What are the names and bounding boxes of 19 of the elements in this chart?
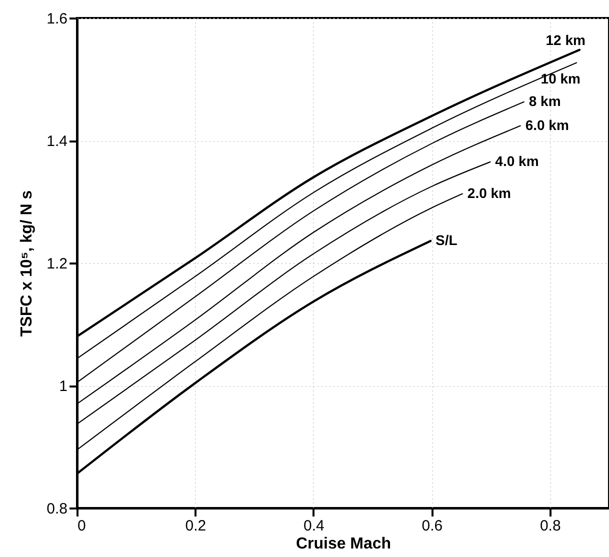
series-label: 2.0 km — [467, 184, 511, 201]
series-label: 6.0 km — [525, 116, 569, 133]
y-tick-label: 1.4 — [46, 133, 68, 150]
series-label: 10 km — [540, 70, 580, 87]
x-tick-label: 0.4 — [304, 518, 324, 534]
series-label: 8 km — [528, 92, 561, 109]
y-tick-label: 1.2 — [46, 256, 68, 272]
y-tick-label: 1 — [59, 378, 68, 395]
x-tick-label: 0.6 — [422, 518, 443, 534]
y-tick-label: 1.6 — [46, 10, 68, 28]
x-axis-title: Cruise Mach — [296, 536, 392, 552]
series-label: S/L — [435, 232, 458, 248]
y-axis-title: TSFC x 10⁵, kg/ N s — [18, 190, 36, 337]
x-tick-label: 0.8 — [540, 518, 561, 534]
series-label: 12 km — [546, 32, 586, 48]
y-tick-label: 0.8 — [46, 500, 68, 518]
series-label: 4.0 km — [495, 152, 539, 169]
x-tick-label: 0 — [78, 518, 86, 534]
x-tick-label: 0.2 — [185, 518, 206, 534]
